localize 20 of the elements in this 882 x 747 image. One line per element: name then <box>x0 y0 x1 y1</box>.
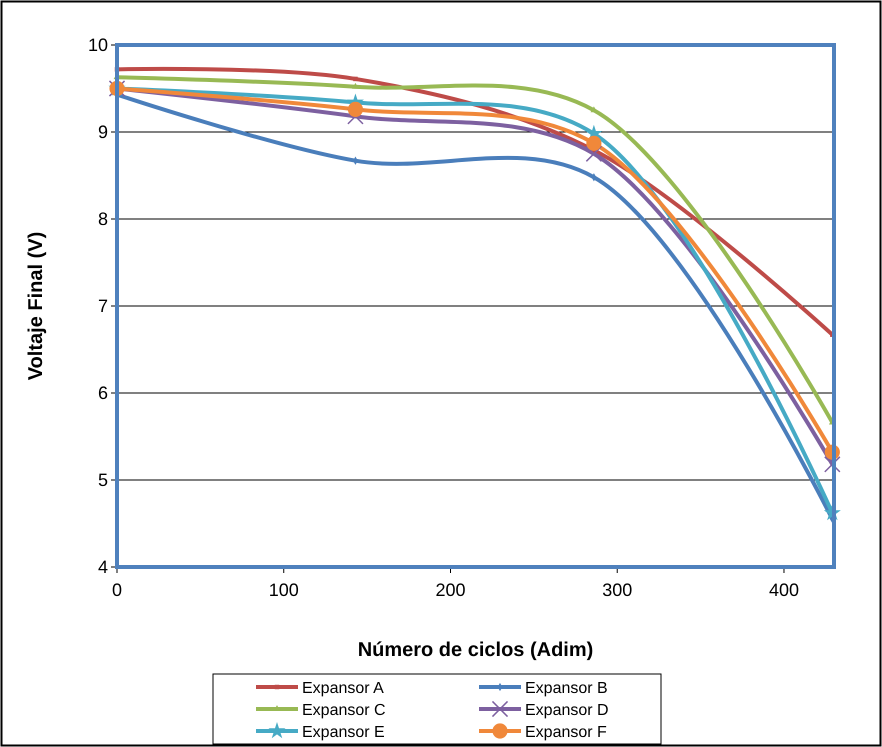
x-tick-label: 200 <box>435 580 466 600</box>
x-tick-label: 300 <box>602 580 632 600</box>
x-tick-label: 100 <box>268 580 299 600</box>
y-tick-label: 7 <box>98 296 108 316</box>
y-tick-label: 5 <box>98 470 108 490</box>
legend-label: Expansor A <box>302 680 384 697</box>
legend-label: Expansor C <box>302 702 386 719</box>
y-tick-label: 9 <box>98 122 108 142</box>
y-tick-label: 6 <box>98 382 108 403</box>
y-tick-label: 10 <box>88 34 108 55</box>
y-axis-title: Voltaje Final (V) <box>25 232 47 380</box>
x-tick-label: 400 <box>768 580 799 600</box>
legend-label: Expansor D <box>525 702 609 719</box>
x-tick-label: 0 <box>112 580 122 600</box>
x-axis-title: Número de ciclos (Adim) <box>358 639 594 661</box>
y-tick-label: 8 <box>98 208 108 229</box>
legend-label: Expansor E <box>302 724 385 741</box>
legend-label: Expansor B <box>525 680 608 697</box>
y-tick-label: 4 <box>98 556 108 577</box>
legend-label: Expansor F <box>525 724 608 741</box>
